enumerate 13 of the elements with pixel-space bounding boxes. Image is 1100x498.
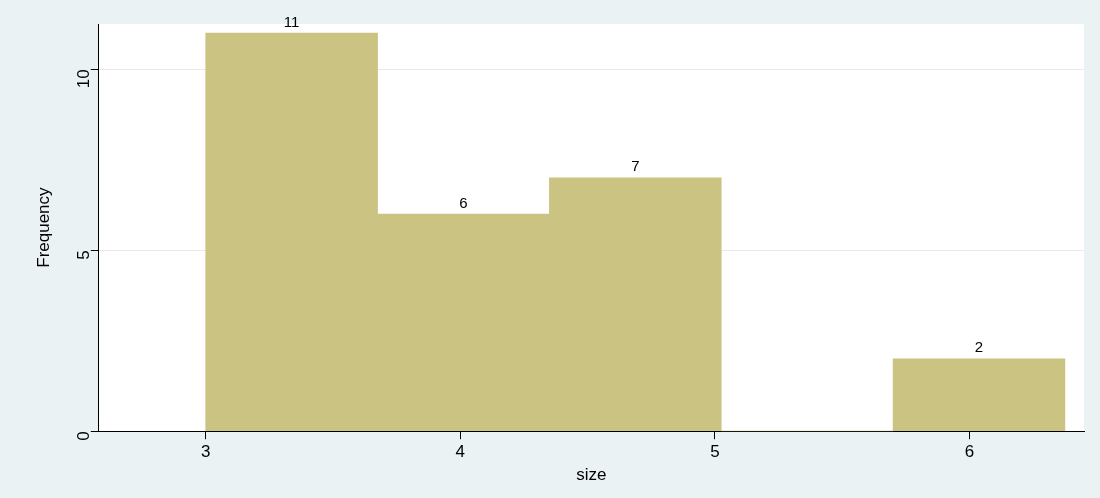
data-label: 7 — [631, 157, 640, 175]
data-label: 2 — [974, 338, 984, 356]
x-axis-title: size — [576, 465, 607, 485]
x-tick-label: 5 — [710, 442, 720, 462]
x-tick-label: 3 — [200, 442, 211, 462]
x-tick-label: 6 — [964, 442, 975, 462]
data-label: 11 — [283, 12, 300, 30]
x-tick-label: 4 — [455, 442, 466, 462]
y-tick-label: 5 — [74, 250, 94, 260]
y-tick-label: 10 — [74, 69, 94, 89]
y-axis-title: Frequency — [33, 186, 53, 268]
data-label: 6 — [459, 193, 468, 211]
y-tick-label: 0 — [74, 431, 94, 441]
